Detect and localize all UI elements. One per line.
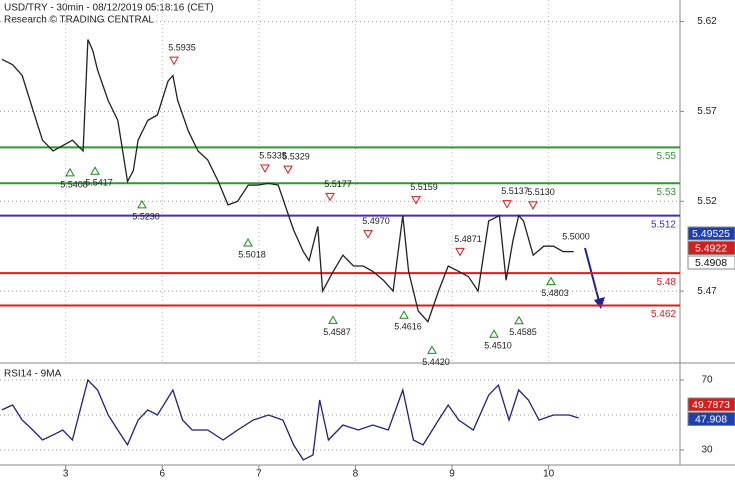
y-tick-label: 5.62 — [697, 16, 717, 27]
value-box — [687, 241, 735, 255]
y-tick-label: 5.52 — [697, 196, 717, 207]
annotation-label: 5.4585 — [509, 327, 537, 337]
high-marker — [455, 247, 465, 257]
annotation-label: 5.5935 — [168, 43, 196, 53]
annotation-label: 5.5018 — [238, 249, 266, 259]
y-tick-label: 30 — [701, 445, 713, 456]
low-marker — [514, 315, 524, 325]
annotation-label: 5.4871 — [454, 234, 482, 244]
annotation-label: 5.5417 — [85, 178, 113, 188]
high-marker — [502, 200, 512, 209]
chart-title: USD/TRY - 30min - 08/12/2019 05:18:16 (C… — [4, 3, 214, 14]
value-box-label: 5.4908 — [695, 257, 727, 269]
value-box-label: 5.4922 — [695, 242, 727, 254]
value-box — [687, 412, 735, 426]
panel-title: RSI14 - 9MA — [4, 369, 62, 380]
data-line — [1, 378, 579, 461]
level-label: 5.48 — [657, 277, 677, 288]
low-marker — [546, 276, 556, 286]
level-label: 5.53 — [657, 187, 677, 198]
annotation-label: 5.4587 — [323, 327, 351, 337]
x-tick-label: 10 — [543, 469, 555, 480]
x-tick-label: 7 — [256, 469, 262, 480]
low-marker — [427, 345, 437, 354]
forecast-arrowhead — [594, 297, 605, 309]
low-marker — [90, 166, 100, 175]
value-box-label: 5.49525 — [692, 228, 730, 240]
value-box — [687, 226, 735, 241]
annotation-label: 5.4510 — [484, 341, 512, 351]
low-marker — [489, 329, 499, 338]
y-tick-label: 5.47 — [697, 286, 717, 297]
y-tick-label: 5.57 — [697, 106, 717, 117]
annotation-label: 5.5408 — [60, 179, 88, 189]
low-marker — [399, 310, 409, 319]
annotation-label: 5.4803 — [541, 288, 569, 298]
high-marker — [363, 230, 373, 239]
value-box-label: 47.908 — [695, 413, 727, 425]
x-tick-label: 6 — [159, 469, 165, 480]
high-marker — [411, 196, 421, 205]
annotation-label: 5.5159 — [410, 182, 438, 192]
value-box — [687, 397, 735, 412]
value-box-label: 49.7873 — [692, 399, 730, 411]
annotation-label: 5.5177 — [324, 179, 352, 189]
forecast-arrow — [584, 247, 601, 306]
high-marker — [260, 164, 270, 174]
high-marker — [169, 56, 179, 66]
annotation-label: 5.5137 — [501, 186, 529, 196]
annotation-label: 5.5230 — [132, 211, 160, 221]
annotation-label: 5.5000 — [562, 232, 590, 242]
x-tick-label: 3 — [63, 469, 69, 480]
annotation-label: 5.5130 — [527, 187, 555, 197]
data-line — [1, 39, 574, 323]
low-marker — [243, 237, 253, 247]
value-box — [687, 255, 735, 270]
high-marker — [283, 165, 293, 175]
low-marker — [137, 199, 147, 209]
x-tick-label: 8 — [353, 469, 359, 480]
annotation-label: 5.5329 — [282, 151, 310, 161]
high-marker — [325, 192, 335, 202]
annotation-label: 5.4420 — [422, 357, 450, 367]
y-tick-label: 70 — [701, 375, 713, 386]
low-marker — [65, 167, 75, 177]
low-marker — [328, 315, 338, 324]
level-label: 5.462 — [651, 309, 676, 320]
level-label: 5.512 — [651, 219, 676, 230]
annotation-label: 5.5335 — [259, 150, 287, 160]
annotation-label: 5.4970 — [362, 216, 390, 226]
level-label: 5.55 — [657, 151, 677, 162]
high-marker — [528, 201, 538, 210]
chart-subtitle: Research © TRADING CENTRAL — [4, 15, 154, 26]
x-tick-label: 9 — [449, 469, 455, 480]
annotation-label: 5.4616 — [394, 322, 422, 332]
